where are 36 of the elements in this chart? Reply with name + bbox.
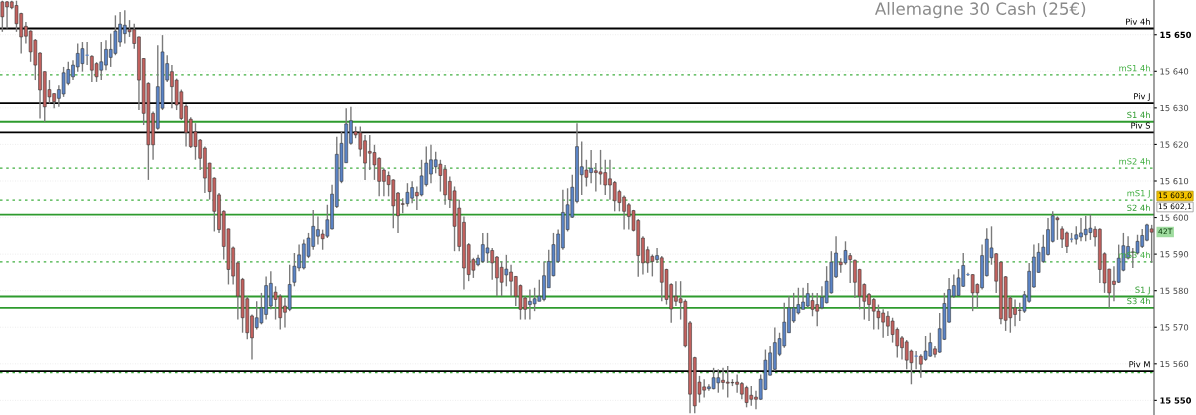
chart-title: Allemagne 30 Cash (25€) bbox=[874, 2, 1086, 19]
y-tick-label: 15 580 bbox=[1160, 287, 1189, 294]
y-tick-label: 15 610 bbox=[1160, 177, 1189, 185]
candlestick bbox=[405, 182, 410, 208]
ref-line-label: Piv 4h bbox=[1126, 18, 1150, 25]
candlestick bbox=[914, 350, 919, 370]
candlestick bbox=[193, 122, 198, 161]
y-tick-label: 15 640 bbox=[1160, 68, 1189, 75]
candlestick bbox=[80, 41, 85, 73]
candlestick bbox=[485, 232, 490, 264]
y-tick-label: 15 600 bbox=[1160, 214, 1189, 221]
y-tick-label: 15 590 bbox=[1160, 251, 1189, 258]
candlestick bbox=[744, 385, 749, 409]
ref-line-label: Piv S bbox=[1131, 122, 1151, 129]
candlestick bbox=[273, 285, 278, 321]
ref-line-label: Piv J bbox=[1134, 92, 1150, 101]
ref-line-label: Piv M bbox=[1129, 360, 1150, 368]
y-tick-label: 15 630 bbox=[1160, 104, 1189, 112]
ref-line-label: mS1 4h bbox=[1119, 64, 1150, 72]
ref-line-label: S2 4h bbox=[1127, 204, 1150, 211]
ref-line-label: mS1 J bbox=[1127, 190, 1150, 198]
ref-line-label: S1 J bbox=[1135, 286, 1150, 295]
y-tick-label: 15 620 bbox=[1160, 141, 1189, 148]
candlestick bbox=[956, 268, 961, 297]
ref-line-label: S1 4h bbox=[1127, 111, 1150, 119]
candlestick bbox=[1055, 215, 1060, 241]
candlestick bbox=[810, 292, 815, 317]
y-tick-label: 15 560 bbox=[1160, 360, 1189, 368]
y-tick-label: 15 650 bbox=[1160, 31, 1192, 39]
ref-line-label: mS2 4h bbox=[1119, 158, 1150, 165]
ref-line-label: S3 4h bbox=[1127, 297, 1150, 305]
y-tick-label: 15 570 bbox=[1160, 324, 1189, 331]
candlestick bbox=[0, 0, 5, 33]
candlestick bbox=[113, 14, 118, 56]
y-tick-label: 15 550 bbox=[1160, 397, 1192, 404]
candlestick bbox=[1074, 225, 1079, 246]
